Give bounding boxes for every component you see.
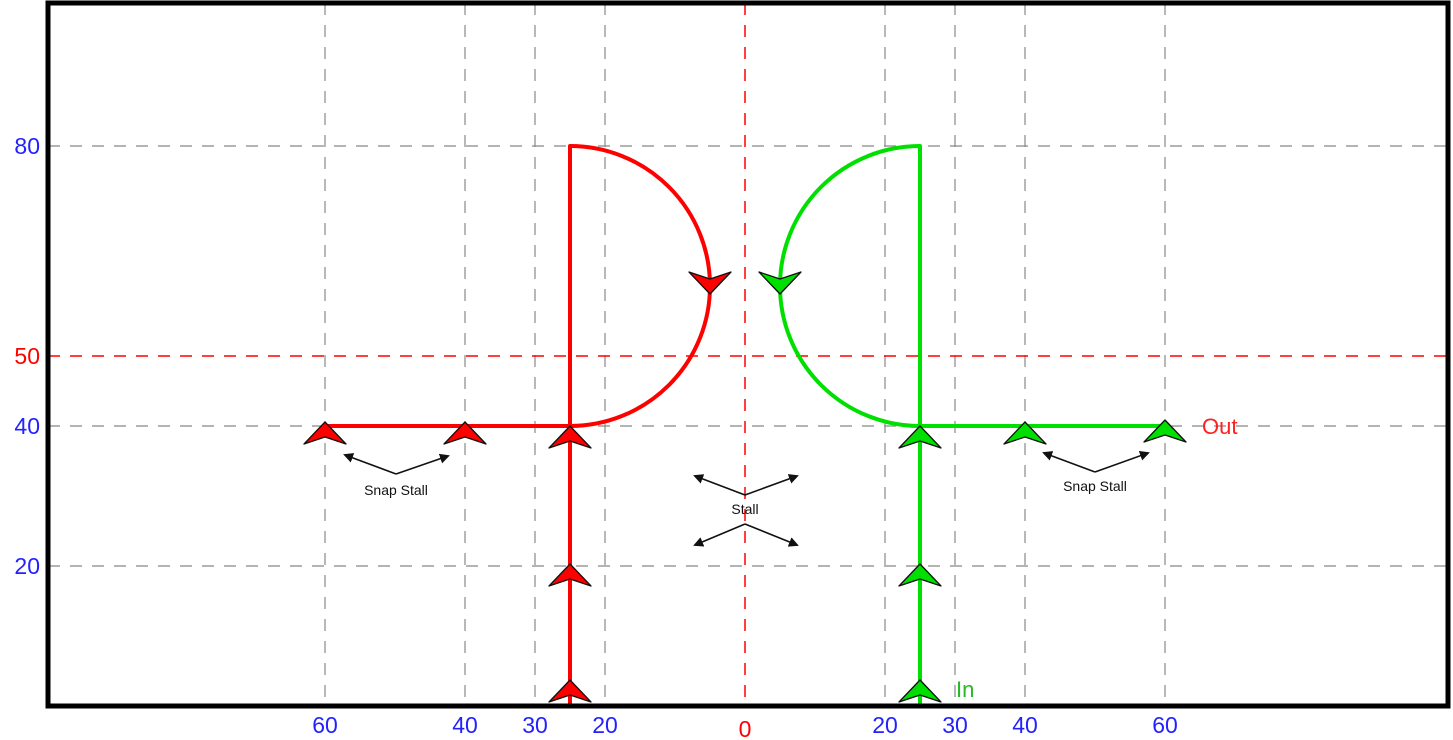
x-tick-label: 20 [872, 712, 898, 738]
right-marker-entry [898, 679, 942, 703]
snap-stall-right-label: Snap Stall [1063, 478, 1127, 494]
x-tick-label: 30 [942, 712, 968, 738]
stall-arrow-sw [693, 523, 746, 547]
y-tick-label: 40 [14, 413, 40, 439]
x-tick-label: 60 [312, 712, 338, 738]
right-marker-loop [758, 271, 802, 295]
right-marker-upline [898, 425, 942, 449]
left-half-loop [569, 144, 712, 428]
out-label: Out [1202, 414, 1237, 439]
right-marker-climb [898, 563, 942, 587]
right-marker-snap-stall-60 [1143, 419, 1187, 443]
x-tick-label: 60 [1152, 712, 1178, 738]
y-tick-label: 50 [14, 343, 40, 369]
left-marker-snap-stall-40 [443, 421, 487, 445]
stall-arrow-ne [744, 474, 799, 496]
x-tick-label: 40 [452, 712, 478, 738]
right-half-loop [778, 144, 921, 428]
x-axis-tick-labels: 60 40 30 20 0 20 30 40 60 [312, 712, 1178, 740]
annotation-arrows [343, 450, 1150, 547]
plot-frame [45, 0, 1451, 709]
x-tick-label: 40 [1012, 712, 1038, 738]
right-marker-snap-stall-40 [1003, 421, 1047, 445]
snap-stall-right-arrow-a [1042, 451, 1096, 473]
stall-label: Stall [731, 501, 758, 517]
x-tick-label: 20 [592, 712, 618, 738]
right-flight-path [778, 144, 1167, 708]
x-tick-label: 30 [522, 712, 548, 738]
direction-markers [303, 271, 1187, 703]
grid-lines [48, 3, 1448, 706]
stall-arrow-nw [693, 474, 746, 496]
snap-stall-left-arrow-b [395, 453, 450, 475]
left-marker-upline [548, 425, 592, 449]
left-marker-loop [688, 271, 732, 295]
snap-stall-left-arrow-a [343, 453, 397, 475]
y-tick-label: 80 [14, 133, 40, 159]
snap-stall-right-arrow-b [1094, 450, 1150, 473]
left-marker-climb [548, 563, 592, 587]
in-label: In [956, 677, 974, 702]
left-marker-snap-stall-60 [303, 421, 347, 445]
center-lines [48, 3, 1448, 706]
y-axis-tick-labels: 20 40 50 80 [14, 133, 40, 579]
stall-arrow-se [744, 523, 799, 547]
y-tick-label: 20 [14, 553, 40, 579]
snap-stall-left-label: Snap Stall [364, 482, 428, 498]
left-marker-entry [548, 679, 592, 703]
x-tick-label: 0 [739, 716, 752, 740]
